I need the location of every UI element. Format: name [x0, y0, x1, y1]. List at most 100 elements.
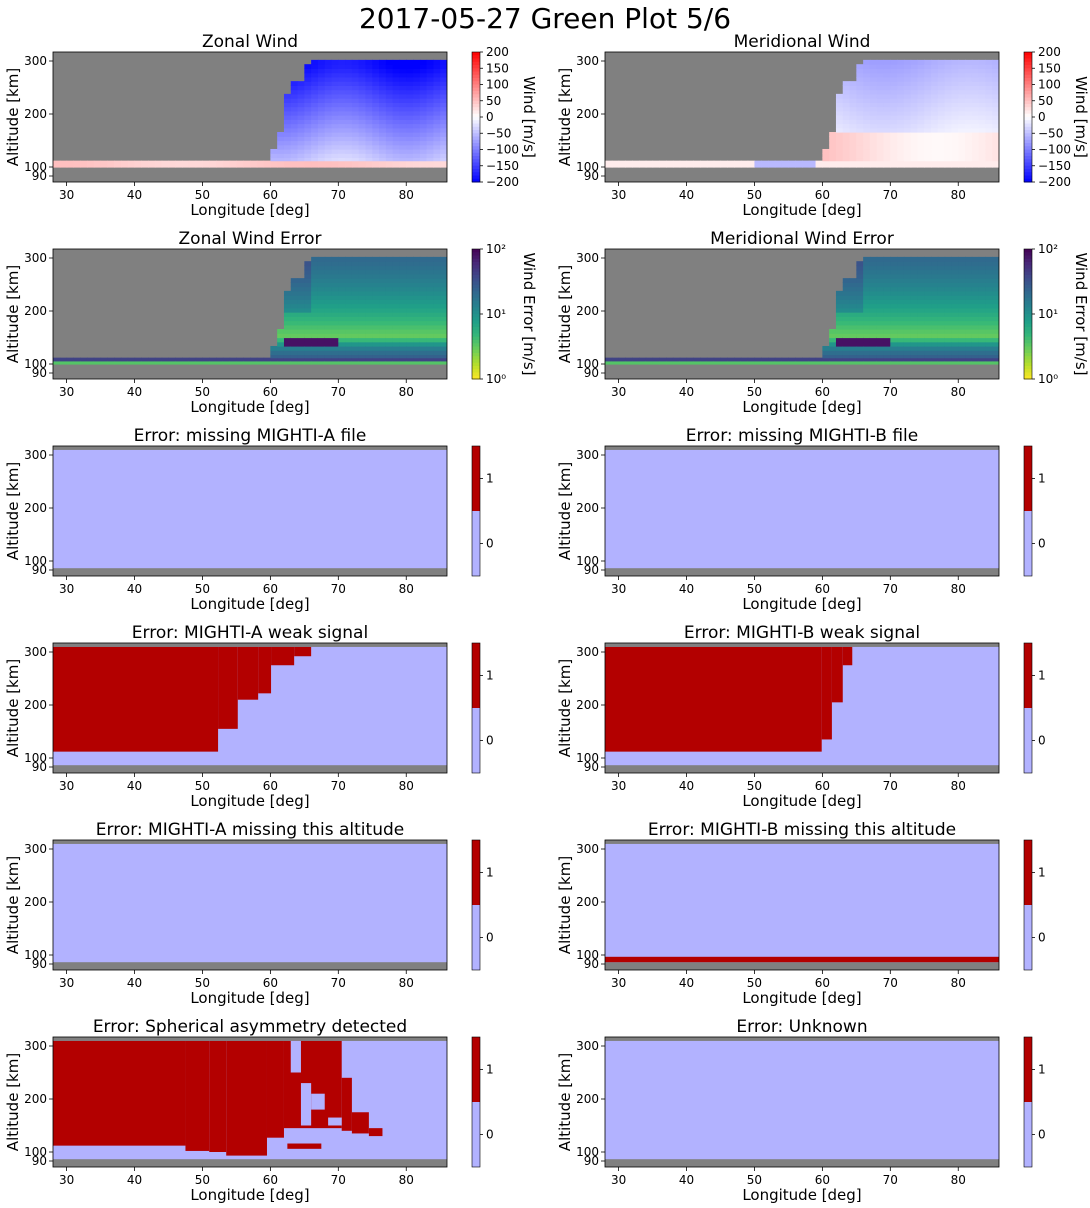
heatmap-cell [903, 144, 912, 150]
heatmap-cell [297, 93, 305, 99]
heatmap-cell [883, 256, 891, 262]
heatmap-cell [965, 157, 973, 162]
heatmap-cell [971, 360, 980, 364]
heatmap-cell [734, 163, 742, 167]
heatmap-cell [283, 303, 292, 309]
heatmap-cell [283, 359, 292, 362]
heatmap-cell [924, 98, 932, 103]
heatmap-cell [256, 357, 265, 360]
heatmap-cell [406, 282, 414, 288]
heatmap-cell [304, 269, 312, 275]
x-tick-label: 60 [815, 582, 830, 596]
heatmap-cell [379, 110, 387, 116]
heatmap-cell [917, 148, 925, 154]
heatmap-cell [863, 357, 871, 360]
heatmap-cell [331, 360, 339, 364]
x-tick-label: 30 [59, 976, 74, 990]
heatmap-cell [304, 72, 312, 78]
heatmap-cell [277, 354, 285, 359]
heatmap-cell [297, 320, 305, 326]
colorbar-segment [1024, 905, 1032, 970]
heatmap-cell [944, 136, 953, 142]
heatmap-cell [842, 345, 851, 351]
heatmap-cell [931, 329, 939, 334]
heatmap-cell [958, 299, 966, 305]
heatmap-cell [605, 360, 613, 364]
colorbar-segment [1024, 165, 1032, 170]
heatmap-cell [304, 295, 312, 300]
y-tick-label: 300 [24, 645, 47, 659]
y-tick-label: 90 [584, 957, 599, 971]
heatmap-cell [372, 157, 380, 162]
y-tick-label: 90 [584, 760, 599, 774]
heatmap-cell [774, 163, 783, 167]
heatmap-cell [978, 127, 987, 133]
colorbar-segment [1024, 162, 1032, 167]
heatmap-cell [931, 68, 939, 74]
heatmap-cell [869, 119, 878, 125]
heatmap-cell [835, 93, 844, 99]
heatmap-cell [385, 153, 394, 159]
colorbar-tick-label: 10⁰ [1038, 372, 1058, 386]
heatmap-cell [910, 265, 919, 271]
heatmap-cell [965, 320, 973, 326]
heatmap-cell [754, 160, 762, 163]
heatmap-cell [182, 362, 190, 365]
heatmap-cell [978, 136, 987, 142]
heatmap-cell [66, 360, 74, 364]
colorbar-frame [471, 445, 481, 577]
heatmap-cell [379, 115, 387, 120]
heatmap-cell [917, 273, 925, 279]
heatmap-cell [345, 162, 353, 165]
colorbar-tick-label: −150 [1038, 159, 1071, 173]
heatmap-cell [426, 329, 435, 334]
heatmap-cell [965, 64, 973, 70]
heatmap-cell [317, 119, 326, 125]
heatmap-cell [331, 81, 339, 86]
heatmap-cell [372, 153, 380, 159]
heatmap-cell [413, 119, 421, 125]
heatmap-cell [978, 110, 987, 116]
heatmap-cell [856, 76, 864, 82]
plot-area [53, 249, 447, 379]
heatmap-cell [815, 360, 823, 364]
heatmap-cell [297, 81, 305, 86]
heatmap-cell [317, 165, 326, 168]
heatmap-cell [385, 354, 394, 359]
heatmap-cell [985, 157, 993, 162]
heatmap-cell [992, 102, 999, 108]
heatmap-cell [727, 160, 735, 163]
heatmap-cell [311, 273, 319, 279]
heatmap-cell [849, 136, 857, 142]
heatmap-cell [351, 312, 360, 317]
heatmap-cell [345, 337, 353, 343]
heatmap-cell [971, 329, 980, 334]
heatmap-cell [897, 316, 905, 322]
heatmap-cell [351, 89, 360, 95]
heatmap-cell [331, 337, 339, 343]
y-tick-label: 200 [24, 304, 47, 318]
heatmap-cell [392, 132, 401, 137]
x-tick-label: 30 [59, 582, 74, 596]
heatmap-cell [426, 93, 435, 99]
heatmap-cell [358, 102, 367, 108]
heatmap-cell [890, 333, 898, 339]
heatmap-cell [406, 98, 414, 103]
heatmap-cell [645, 162, 654, 165]
heatmap-cell [379, 278, 387, 283]
heatmap-cell [283, 357, 292, 360]
heatmap-cell [426, 163, 435, 167]
heatmap-cell [883, 59, 891, 65]
heatmap-cell [358, 72, 367, 78]
colorbar-segment [1024, 262, 1032, 266]
heatmap-cell [835, 337, 844, 343]
heatmap-cell [236, 357, 244, 360]
heatmap-cell [229, 165, 238, 168]
heatmap-cell [358, 144, 367, 150]
heatmap-cell [842, 165, 851, 168]
heatmap-cell [345, 290, 353, 296]
heatmap-cell [209, 165, 217, 168]
plot-frame [52, 642, 448, 774]
heatmap-cell [706, 360, 715, 364]
heatmap-cell [419, 64, 428, 70]
